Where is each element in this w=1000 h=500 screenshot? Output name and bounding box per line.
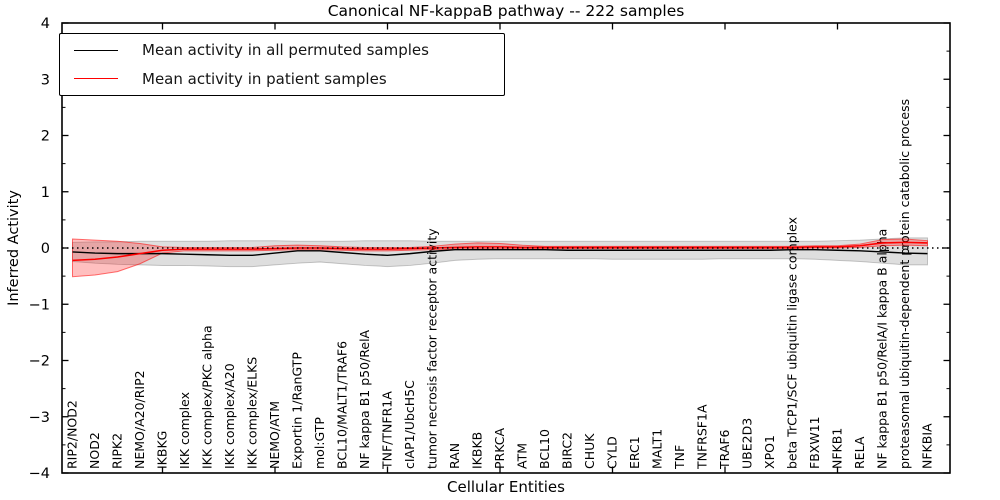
x-tick-label: RELA xyxy=(852,436,867,469)
x-tick-label: beta TrCP1/SCF ubiquitin ligase complex xyxy=(785,217,800,469)
permuted-line-sample-icon xyxy=(74,49,118,51)
legend: Mean activity in all permuted samples Me… xyxy=(59,33,505,96)
x-tick-label: CYLD xyxy=(605,436,620,469)
x-tick-label: CHUK xyxy=(582,433,597,469)
patient-line-sample-icon xyxy=(74,78,118,80)
x-tick-label: TNF xyxy=(672,445,687,470)
x-tick-label: BIRC2 xyxy=(560,432,575,469)
x-tick-label: NF kappa B1 p50/RelA/I kappa B alpha xyxy=(875,229,890,469)
x-tick-label: RIP2/NOD2 xyxy=(65,400,80,469)
y-tick-label: −1 xyxy=(29,297,50,313)
x-tick-label: ATM xyxy=(515,443,530,469)
x-axis-label: Cellular Entities xyxy=(447,478,565,496)
x-tick-label: cIAP1/UbcH5C xyxy=(402,380,417,469)
x-tick-label: IKK complex/ELKS xyxy=(245,357,260,469)
x-tick-label: NFKBIA xyxy=(920,423,935,469)
x-tick-label: NEMO/ATM xyxy=(267,401,282,469)
x-tick-label: TNF/TNFR1A xyxy=(380,391,395,470)
y-tick-label: −3 xyxy=(29,410,50,426)
x-tick-label: TNFRSF1A xyxy=(695,404,710,470)
x-tick-label: NF kappa B1 p50/RelA xyxy=(357,329,372,469)
x-tick-label: mol:GTP xyxy=(312,417,327,469)
x-tick-label: UBE2D3 xyxy=(740,418,755,469)
permuted-mean-line xyxy=(72,248,928,257)
legend-label-patient: Mean activity in patient samples xyxy=(142,69,387,88)
y-tick-label: −4 xyxy=(29,466,50,482)
y-tick-label: 2 xyxy=(41,129,50,145)
y-tick-label: 3 xyxy=(41,72,50,88)
x-tick-label: proteasomal ubiquitin-dependent protein … xyxy=(897,99,912,469)
x-tick-label: NOD2 xyxy=(87,432,102,469)
x-tick-label: TRAF6 xyxy=(717,429,732,470)
x-tick-label: RAN xyxy=(447,443,462,469)
y-tick-label: 0 xyxy=(41,241,50,257)
x-tick-label: IKK complex/PKC alpha xyxy=(200,325,215,469)
x-tick-label: NFKB1 xyxy=(830,428,845,469)
x-tick-label: Exportin 1/RanGTP xyxy=(290,352,305,469)
x-tick-label: IKK complex xyxy=(177,392,192,469)
legend-label-permuted: Mean activity in all permuted samples xyxy=(142,41,429,60)
y-tick-label: 4 xyxy=(41,16,50,32)
x-tick-label: NEMO/A20/RIP2 xyxy=(132,370,147,469)
legend-entry-patient: Mean activity in patient samples xyxy=(60,65,504,93)
x-tick-label: MALT1 xyxy=(650,429,665,469)
x-tick-label: tumor necrosis factor receptor activity xyxy=(425,228,440,469)
x-tick-label: PRKCA xyxy=(492,428,507,469)
legend-entry-permuted: Mean activity in all permuted samples xyxy=(60,36,504,64)
x-tick-label: IKBKG xyxy=(155,431,170,469)
x-tick-label: RIPK2 xyxy=(110,433,125,469)
x-tick-label: FBXW11 xyxy=(807,416,822,469)
x-tick-label: BCL10 xyxy=(537,429,552,469)
x-tick-label: ERC1 xyxy=(627,436,642,469)
x-tick-label: IKBKB xyxy=(470,432,485,469)
y-tick-label: 1 xyxy=(41,185,50,201)
chart-title: Canonical NF-kappaB pathway -- 222 sampl… xyxy=(327,2,685,20)
x-tick-label: BCL10/MALT1/TRAF6 xyxy=(335,341,350,469)
x-tick-label: IKK complex/A20 xyxy=(222,363,237,469)
x-tick-label: XPO1 xyxy=(762,435,777,469)
patient-mean-line xyxy=(72,241,928,262)
y-tick-label: −2 xyxy=(29,354,50,370)
